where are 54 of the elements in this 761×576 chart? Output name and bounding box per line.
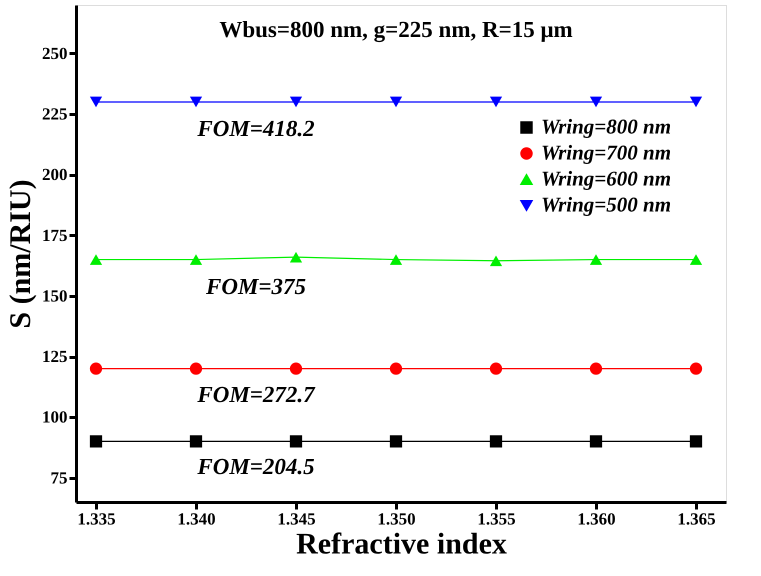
point [690, 96, 702, 108]
x-tick-label: 1.365 [677, 510, 716, 528]
annotation: Wbus=800 nm, g=225 nm, R=15 μm [219, 17, 573, 43]
legend-label: Wring=500 nm [541, 192, 672, 216]
annotation: FOM=418.2 [196, 116, 315, 141]
point [290, 252, 302, 262]
y-tick-label: 100 [42, 408, 68, 427]
legend-label: Wring=700 nm [541, 140, 672, 164]
point [190, 96, 202, 108]
y-tick-label: 175 [42, 226, 68, 245]
point [690, 254, 702, 265]
x-tick-label: 1.350 [377, 510, 416, 528]
annotation: FOM=204.5 [196, 454, 315, 479]
point [690, 362, 702, 375]
y-tick-label: 250 [42, 44, 68, 63]
point [490, 255, 502, 266]
y-tick-label: 200 [42, 165, 68, 184]
y-tick-label: 125 [42, 347, 68, 366]
x-tick-label: 1.340 [177, 510, 216, 528]
x-tick-label: 1.355 [477, 510, 516, 528]
point [190, 435, 202, 448]
point [390, 254, 402, 265]
point [390, 435, 402, 448]
point [490, 362, 502, 375]
y-tick-label: 75 [50, 468, 68, 488]
point [390, 362, 402, 375]
point [590, 362, 602, 375]
point [290, 435, 302, 448]
annotation: FOM=272.7 [196, 382, 316, 407]
point [290, 362, 302, 375]
point [90, 254, 102, 265]
annotation: FOM=375 [204, 274, 306, 299]
point [290, 96, 302, 108]
point [590, 254, 602, 265]
point [590, 96, 602, 108]
point [90, 362, 102, 375]
x-axis-title: Refractive index [296, 528, 507, 560]
point [190, 362, 202, 375]
point [190, 254, 202, 265]
x-tick-label: 1.335 [77, 510, 116, 528]
x-tick-label: 1.345 [277, 510, 316, 528]
point [490, 435, 502, 448]
point [690, 435, 702, 448]
y-axis-title: S (nm/RIU) [4, 179, 37, 329]
y-tick-label: 225 [42, 104, 68, 124]
x-tick-label: 1.360 [577, 510, 616, 528]
point [90, 96, 102, 108]
y-tick-label: 150 [42, 286, 68, 306]
legend-label: Wring=600 nm [541, 166, 672, 190]
point [490, 96, 502, 108]
point [90, 435, 102, 448]
point [590, 435, 602, 448]
point [390, 96, 402, 108]
legend-label: Wring=800 nm [541, 114, 672, 138]
